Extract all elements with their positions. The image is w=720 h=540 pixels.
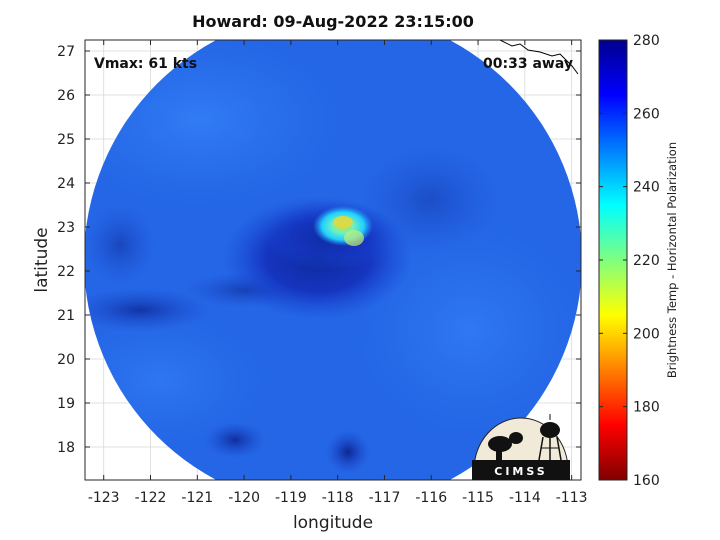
colorbar-ticks: 160 180 200 220 240 260 280 — [599, 33, 660, 489]
y-tick-label: 25 — [57, 132, 75, 148]
plot-frame — [84, 39, 582, 481]
x-tick-label: -115 — [462, 490, 494, 506]
colorbar-tick-label: 260 — [633, 106, 660, 122]
colorbar-tick-label: 160 — [633, 473, 660, 489]
y-tick-label: 22 — [57, 264, 75, 280]
colorbar — [598, 39, 628, 481]
cimss-logo: CIMSS — [472, 414, 570, 481]
brightness-temperature-swath — [85, 40, 581, 480]
x-tick-label: -121 — [181, 490, 213, 506]
x-tick-label: -123 — [88, 490, 120, 506]
x-tick-label: -120 — [228, 490, 260, 506]
colorbar-label: Brightness Temp - Horizontal Polarizatio… — [665, 142, 679, 378]
colorbar-tick-label: 180 — [633, 400, 660, 416]
y-tick-label: 20 — [57, 352, 75, 368]
x-tick-label: -114 — [509, 490, 541, 506]
y-tick-label: 23 — [57, 220, 75, 236]
colorbar-tick-label: 280 — [633, 33, 660, 49]
colorbar-tick-label: 220 — [633, 253, 660, 269]
x-axis-label: longitude — [293, 513, 373, 533]
y-axis-label: latitude — [32, 227, 52, 292]
logo-text: CIMSS — [494, 465, 547, 478]
y-tick-label: 21 — [57, 308, 75, 324]
x-tick-label: -119 — [275, 490, 307, 506]
colorbar-tick-label: 240 — [633, 180, 660, 196]
x-axis-ticks: -123 -122 -121 -120 -119 -118 -117 -116 -115 -114… — [88, 40, 588, 506]
colorbar-tick-label: 200 — [633, 326, 660, 342]
y-axis-ticks: 18 19 20 21 22 23 24 25 26 27 — [57, 44, 581, 456]
x-tick-label: -113 — [556, 490, 588, 506]
y-tick-label: 26 — [57, 88, 75, 104]
y-tick-label: 19 — [57, 396, 75, 412]
x-tick-label: -116 — [415, 490, 447, 506]
x-tick-label: -122 — [135, 490, 167, 506]
time-away-annotation: 00:33 away — [483, 56, 573, 72]
vmax-annotation: Vmax: 61 kts — [94, 56, 197, 72]
coastline — [499, 40, 579, 75]
y-tick-label: 27 — [57, 44, 75, 60]
y-tick-label: 24 — [57, 176, 75, 192]
y-tick-label: 18 — [57, 440, 75, 456]
x-tick-label: -117 — [369, 490, 401, 506]
x-tick-label: -118 — [322, 490, 354, 506]
map-title: Howard: 09-Aug-2022 23:15:00 — [192, 12, 474, 31]
